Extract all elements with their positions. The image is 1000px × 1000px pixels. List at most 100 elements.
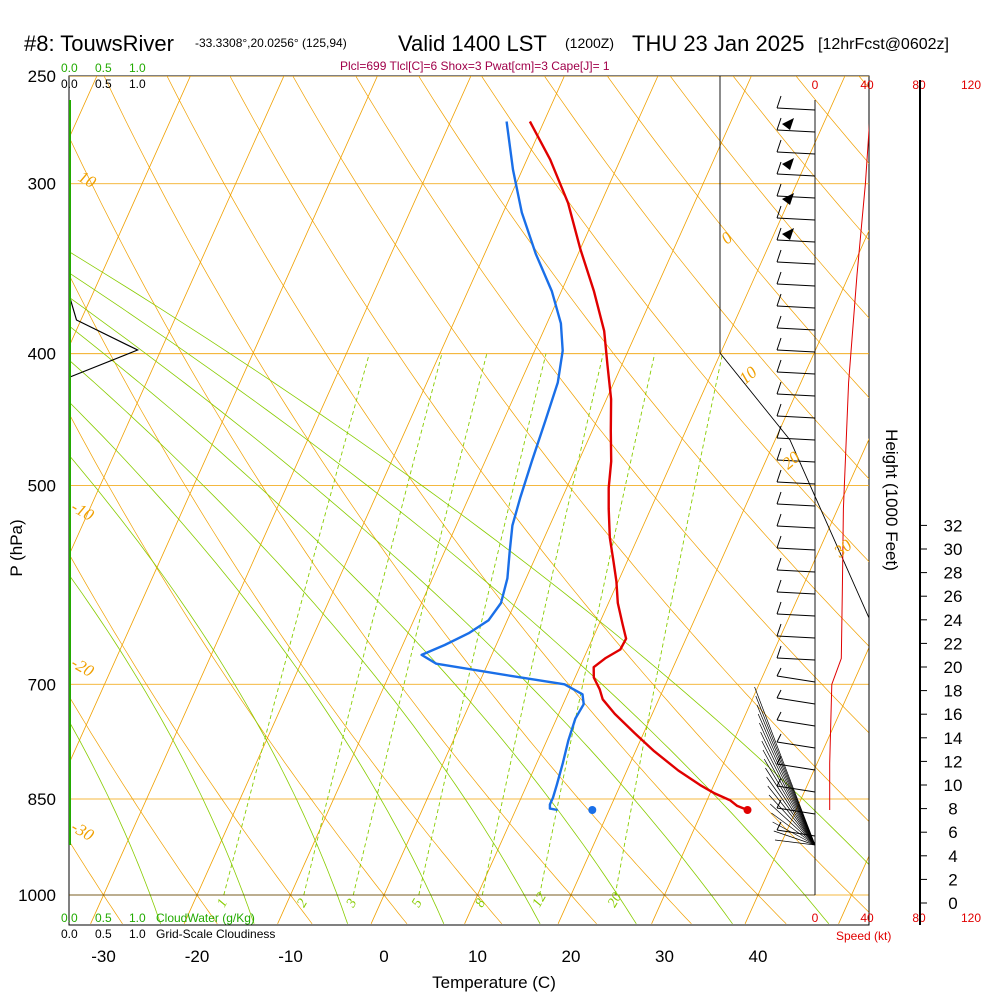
wind-barb-near-surface [774,839,816,846]
pressure-tick-label: 850 [28,790,56,809]
dry-adiabat-line [229,76,869,913]
cloud-top-black-0: 0.0 [61,77,78,91]
height-tick-label: 12 [944,752,963,771]
height-tick-label: 22 [944,634,963,653]
wind-barb [776,591,816,595]
wind-barb-flag [776,403,782,417]
wind-barb [776,393,816,397]
wind-barb [776,195,816,199]
wind-barb-flag [776,777,782,787]
wind-barb-flag [776,337,782,351]
moist-adiabat-line [69,272,830,925]
pressure-axis-title: P (hPa) [7,519,26,576]
sounding-parameters: Plcl=699 Tlcl[C]=6 Shox=3 Pwat[cm]=3 Cap… [340,59,610,73]
mixing-ratio-label: 20 [605,890,625,910]
station-location: -33.3308°,20.0256° (125,94) [195,36,347,50]
mixing-ratio-line [418,353,547,896]
wind-barb-flag [776,623,782,637]
cloudwater-profile [69,297,140,378]
speed-tick-top: 120 [961,78,981,92]
wind-barb-flag [776,95,782,109]
temperature-tick-label: -30 [91,947,116,966]
wind-barb [776,503,816,507]
isotherm-line [370,76,752,924]
forecast-date: THU 23 Jan 2025 [632,31,804,56]
pressure-tick-label: 700 [28,675,56,694]
wind-barb [776,719,816,727]
isotherm-line [277,76,659,924]
cloud-top-green-2: 1.0 [129,61,146,75]
wind-barb-flag [776,161,782,175]
isotherm-label: 20 [778,447,804,473]
dry-adiabat-line [69,412,408,925]
wind-barb-flag [776,821,782,831]
height-tick-label: 8 [948,800,957,819]
moist-adiabat-line [69,454,348,924]
pressure-tick-label: 250 [28,67,56,86]
height-tick-label: 2 [948,870,957,889]
wind-barb-flag [776,117,782,131]
isotherm-line [0,76,3,924]
height-tick-label: 26 [944,587,963,606]
temperature-axis-labels: -30 -20 -10 0 10 20 30 40 [91,947,767,966]
mixing-ratio-line [539,353,656,896]
dry-adiabat-line [69,553,313,925]
wind-pennant [782,193,794,205]
forecast-info: [12hrFcst@0602z] [818,36,949,53]
wind-barb-near-surface [772,821,816,846]
dry-adiabat-line [166,76,787,925]
isotherm-line [69,76,378,765]
temperature-tick-label: 20 [562,947,581,966]
isotherm-line [69,76,191,348]
dry-adiabat-line [418,76,869,647]
height-tick-label: 10 [944,776,963,795]
wind-barb-near-surface [756,704,816,846]
isotherm-label: -30 [68,817,98,845]
wind-barb [776,635,816,639]
wind-barb [776,741,816,749]
height-tick-label: 28 [944,564,963,583]
moist-adiabat-line [69,359,541,924]
wind-barb-flag [776,271,782,285]
height-tick-label: 14 [944,729,963,748]
wind-barb-flag [776,249,782,263]
speed-label: Speed (kt) [836,929,891,943]
wind-barb [776,613,816,617]
mixing-ratio-line [223,353,370,896]
wind-barb-near-surface [763,758,816,846]
isotherm-line [69,76,285,557]
height-tick-label: 30 [944,540,963,559]
wind-barb [776,459,816,463]
wind-barb [776,675,816,683]
height-tick-label: 32 [944,516,963,535]
moist-adiabat-line [69,574,255,924]
wind-barb-flag [776,557,782,571]
isotherm-line [464,76,846,924]
valid-time: Valid 1400 LST [398,31,547,56]
speed-axis-labels: 0040408080120120 [812,78,982,925]
isotherm-line [651,438,869,924]
height-axis-title: Height (1000 Feet) [882,429,901,571]
wind-barb-flag [776,689,782,699]
speed-tick-bottom: 40 [860,911,874,925]
cloud-bottom-black-2: 1.0 [129,927,146,941]
isotherm-line [744,646,869,924]
dry-adiabat-line [69,840,123,924]
wind-barb [776,283,816,287]
wind-barb-flag [776,469,782,483]
cloudwater-label: CloudWater (g/Kg) [156,911,255,925]
wind-barb-near-surface [761,740,816,846]
cloud-top-green-1: 0.5 [95,61,112,75]
wind-barb-near-surface [757,713,816,846]
dewpoint-series-line [420,121,585,812]
wind-barb-flag [776,711,782,721]
wind-barbs [754,95,816,846]
wind-speed-line [829,122,869,810]
plot-frame [68,75,870,926]
pressure-tick-label: 300 [28,175,56,194]
pressure-tick-label: 1000 [18,886,56,905]
cloud-bottom-green-2: 1.0 [129,911,146,925]
wind-barb [776,569,816,573]
dry-adiabat-line [103,76,692,925]
wind-barb-flag [776,447,782,461]
